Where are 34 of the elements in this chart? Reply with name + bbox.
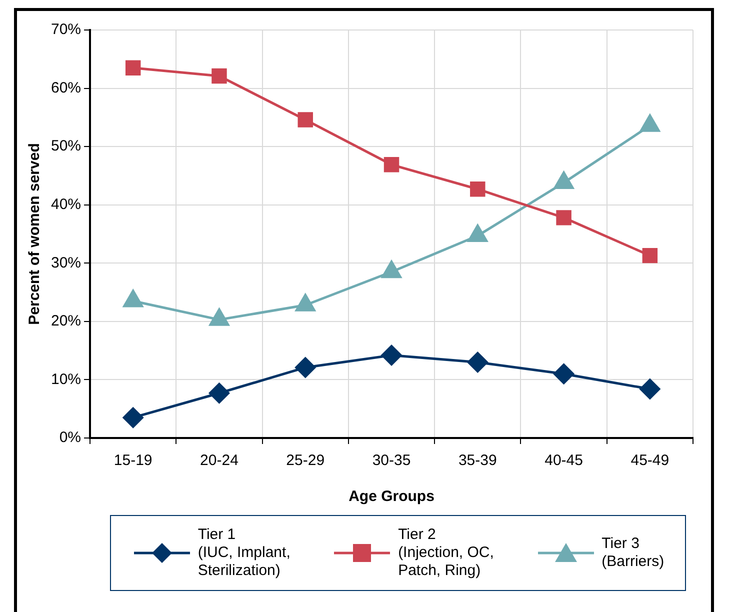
y-tick-label: 40% xyxy=(50,196,82,213)
point xyxy=(208,382,230,404)
point xyxy=(381,344,402,366)
x-tick-label: 20-24 xyxy=(200,452,238,470)
y-tick-label: 30% xyxy=(50,254,82,272)
x-axis-title: Age Groups xyxy=(348,488,434,506)
x-tick-label: 25-29 xyxy=(286,452,325,470)
y-tick-label: 50% xyxy=(50,138,82,155)
x-tick-label: 45-49 xyxy=(630,452,670,470)
point xyxy=(467,352,488,372)
x-tick-label: 40-45 xyxy=(544,452,583,470)
x-tick-label: 30-35 xyxy=(372,452,411,470)
point xyxy=(556,210,572,226)
point xyxy=(212,68,227,84)
y-tick-label: 0% xyxy=(59,429,82,446)
point xyxy=(125,60,141,76)
y-tick-label: 10% xyxy=(50,370,82,388)
legend-label: Tier 1 (IUC, Implant, Sterilization) xyxy=(198,526,290,580)
point xyxy=(470,182,486,197)
legend-label: Tier 3 (Barriers) xyxy=(602,535,664,571)
point xyxy=(384,157,400,172)
x-tick-label: 15-19 xyxy=(114,452,152,470)
x-tick-label: 35-39 xyxy=(458,452,497,470)
point xyxy=(295,357,316,378)
point xyxy=(640,378,660,400)
y-tick-label: 20% xyxy=(50,312,82,330)
legend-label: Tier 2 (Injection, OC, Patch, Ring) xyxy=(398,526,494,580)
y-axis-title: Percent of women served xyxy=(26,143,44,325)
point xyxy=(642,248,658,264)
y-tick-label: 70% xyxy=(50,21,82,38)
y-tick-label: 60% xyxy=(50,79,82,96)
point xyxy=(554,364,574,384)
point xyxy=(122,407,144,428)
point xyxy=(298,112,313,128)
